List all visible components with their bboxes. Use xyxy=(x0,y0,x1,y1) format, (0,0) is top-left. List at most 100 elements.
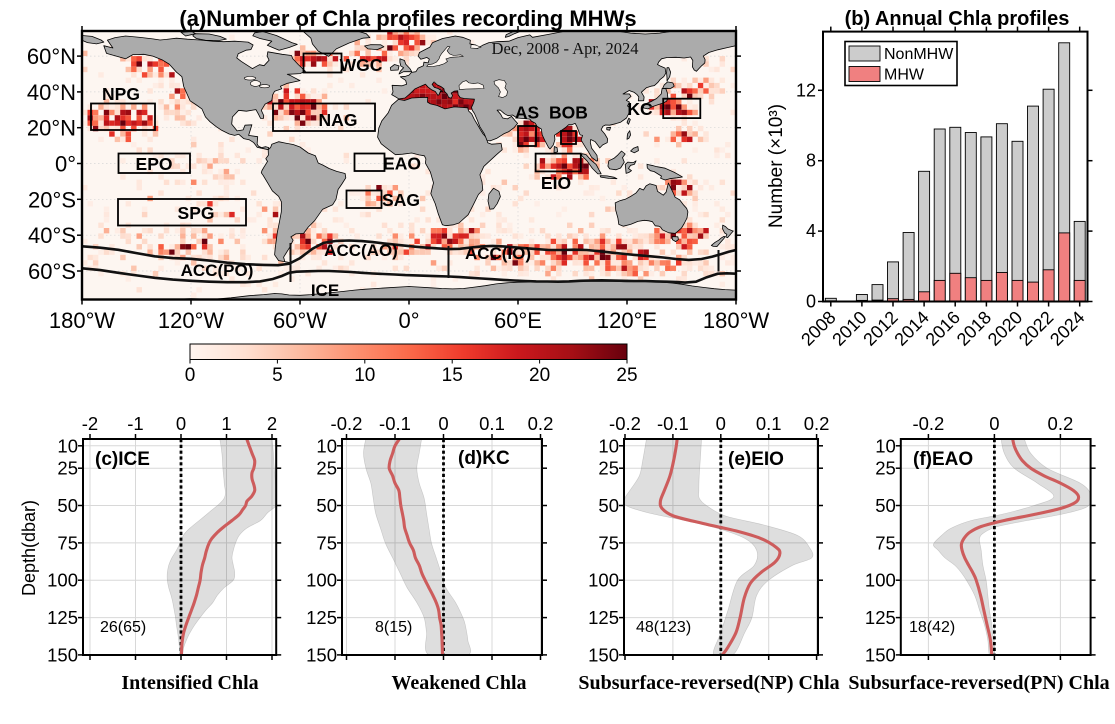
svg-text:0: 0 xyxy=(716,413,726,434)
svg-text:Weakened Chla: Weakened Chla xyxy=(391,672,526,694)
svg-text:100: 100 xyxy=(47,570,78,591)
svg-text:-0.2: -0.2 xyxy=(912,413,944,434)
svg-text:-0.1: -0.1 xyxy=(657,413,689,434)
svg-text:ACC(PO): ACC(PO) xyxy=(181,261,254,280)
svg-text:125: 125 xyxy=(588,607,619,628)
svg-text:0: 0 xyxy=(438,413,448,434)
svg-text:50: 50 xyxy=(875,495,896,516)
svg-text:25: 25 xyxy=(616,365,637,386)
svg-text:75: 75 xyxy=(316,532,337,553)
svg-text:0.1: 0.1 xyxy=(756,413,782,434)
svg-text:100: 100 xyxy=(588,570,619,591)
svg-text:EIO: EIO xyxy=(541,173,571,193)
svg-text:50: 50 xyxy=(316,495,337,516)
svg-text:125: 125 xyxy=(47,607,78,628)
svg-text:125: 125 xyxy=(865,607,896,628)
svg-text:120°W: 120°W xyxy=(158,308,225,333)
svg-text:1: 1 xyxy=(221,413,231,434)
svg-text:10: 10 xyxy=(354,365,375,386)
svg-text:50: 50 xyxy=(57,495,78,516)
svg-text:0.2: 0.2 xyxy=(1048,413,1074,434)
svg-text:20: 20 xyxy=(529,365,550,386)
svg-text:ICE: ICE xyxy=(311,281,339,300)
svg-text:150: 150 xyxy=(865,644,896,665)
svg-text:Intensified Chla: Intensified Chla xyxy=(121,672,258,694)
svg-text:Subsurface-reversed(NP) Chla: Subsurface-reversed(NP) Chla xyxy=(578,672,839,694)
svg-text:25: 25 xyxy=(316,458,337,479)
svg-text:20°N: 20°N xyxy=(27,116,76,141)
svg-text:0: 0 xyxy=(989,413,999,434)
svg-text:0.2: 0.2 xyxy=(804,413,830,434)
svg-text:60°N: 60°N xyxy=(27,44,76,69)
svg-text:10: 10 xyxy=(598,435,619,456)
svg-text:0: 0 xyxy=(185,365,196,386)
svg-text:0: 0 xyxy=(806,292,816,312)
svg-text:BOB: BOB xyxy=(549,103,588,123)
svg-text:150: 150 xyxy=(588,644,619,665)
svg-text:20°S: 20°S xyxy=(28,187,76,212)
svg-text:SAG: SAG xyxy=(382,190,420,210)
svg-text:0.1: 0.1 xyxy=(479,413,505,434)
svg-text:ACC(AO): ACC(AO) xyxy=(324,241,398,260)
svg-text:(e)EIO: (e)EIO xyxy=(728,449,784,470)
svg-text:12: 12 xyxy=(796,80,816,100)
svg-text:150: 150 xyxy=(47,644,78,665)
svg-text:(d)KC: (d)KC xyxy=(458,448,510,469)
svg-text:WGC: WGC xyxy=(340,55,383,75)
svg-text:Number (×10³): Number (×10³) xyxy=(766,104,787,228)
svg-text:150: 150 xyxy=(306,644,337,665)
svg-text:180°W: 180°W xyxy=(703,308,770,333)
svg-text:120°E: 120°E xyxy=(597,308,657,333)
svg-text:26(65): 26(65) xyxy=(100,619,146,636)
svg-text:-1: -1 xyxy=(127,413,143,434)
svg-text:75: 75 xyxy=(598,532,619,553)
svg-text:-2: -2 xyxy=(82,413,98,434)
svg-text:EAO: EAO xyxy=(383,154,421,174)
svg-text:(a)Number of Chla profiles rec: (a)Number of Chla profiles recording MHW… xyxy=(179,6,636,31)
svg-text:4: 4 xyxy=(806,221,816,241)
svg-text:5: 5 xyxy=(272,365,283,386)
svg-text:10: 10 xyxy=(316,435,337,456)
svg-text:NPG: NPG xyxy=(102,84,140,104)
svg-text:-0.2: -0.2 xyxy=(331,413,363,434)
svg-text:(f)EAO: (f)EAO xyxy=(913,449,973,470)
svg-text:0.2: 0.2 xyxy=(528,413,554,434)
svg-text:Depth(dbar): Depth(dbar) xyxy=(19,500,39,596)
svg-text:25: 25 xyxy=(598,458,619,479)
svg-text:0: 0 xyxy=(176,413,186,434)
svg-text:8(15): 8(15) xyxy=(375,619,412,636)
svg-text:50: 50 xyxy=(598,495,619,516)
svg-text:NonMHW: NonMHW xyxy=(884,46,954,63)
svg-text:75: 75 xyxy=(57,532,78,553)
svg-text:(b) Annual Chla profiles: (b) Annual Chla profiles xyxy=(845,8,1070,30)
svg-text:100: 100 xyxy=(865,570,896,591)
svg-text:(c)ICE: (c)ICE xyxy=(95,449,150,470)
svg-text:40°S: 40°S xyxy=(28,223,76,248)
svg-text:ACC(IO): ACC(IO) xyxy=(465,244,531,263)
svg-text:2: 2 xyxy=(267,413,277,434)
svg-text:-0.2: -0.2 xyxy=(609,413,641,434)
svg-text:8: 8 xyxy=(806,151,816,171)
svg-text:15: 15 xyxy=(442,365,463,386)
svg-text:125: 125 xyxy=(306,607,337,628)
svg-text:18(42): 18(42) xyxy=(909,619,955,636)
svg-text:AS: AS xyxy=(515,103,539,123)
svg-text:100: 100 xyxy=(306,570,337,591)
svg-text:180°W: 180°W xyxy=(49,308,116,333)
svg-text:25: 25 xyxy=(57,458,78,479)
svg-text:40°N: 40°N xyxy=(27,80,76,105)
svg-text:Dec, 2008 - Apr, 2024: Dec, 2008 - Apr, 2024 xyxy=(492,39,639,58)
svg-text:25: 25 xyxy=(875,458,896,479)
svg-text:SPG: SPG xyxy=(178,203,215,223)
svg-text:75: 75 xyxy=(875,532,896,553)
svg-text:48(123): 48(123) xyxy=(636,619,691,636)
svg-text:60°E: 60°E xyxy=(494,308,542,333)
svg-text:60°S: 60°S xyxy=(28,259,76,284)
svg-text:-0.1: -0.1 xyxy=(379,413,411,434)
svg-text:KC: KC xyxy=(627,99,653,119)
svg-text:10: 10 xyxy=(57,435,78,456)
svg-text:MHW: MHW xyxy=(884,67,925,84)
svg-text:0°: 0° xyxy=(398,308,419,333)
svg-text:Subsurface-reversed(PN) Chla: Subsurface-reversed(PN) Chla xyxy=(848,672,1109,694)
svg-text:EPO: EPO xyxy=(136,154,173,174)
